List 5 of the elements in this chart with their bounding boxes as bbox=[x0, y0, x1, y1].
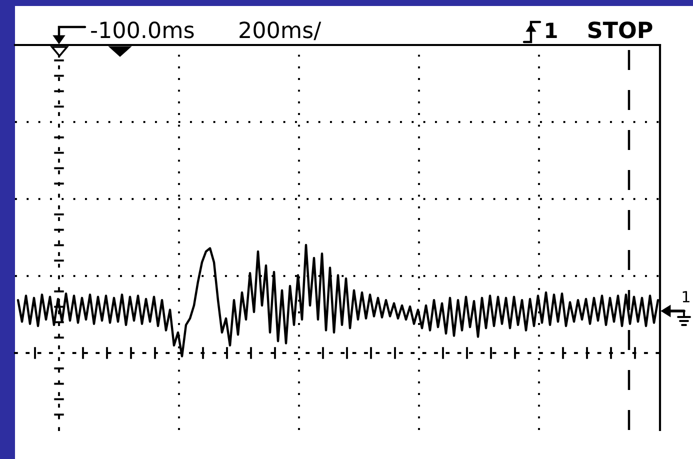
text: STOP bbox=[588, 22, 652, 38]
text: -100.0ms bbox=[91, 22, 194, 38]
text: 1 bbox=[682, 291, 690, 302]
text: 200ms/ bbox=[240, 22, 322, 40]
legend-label: 1 bbox=[546, 22, 557, 38]
